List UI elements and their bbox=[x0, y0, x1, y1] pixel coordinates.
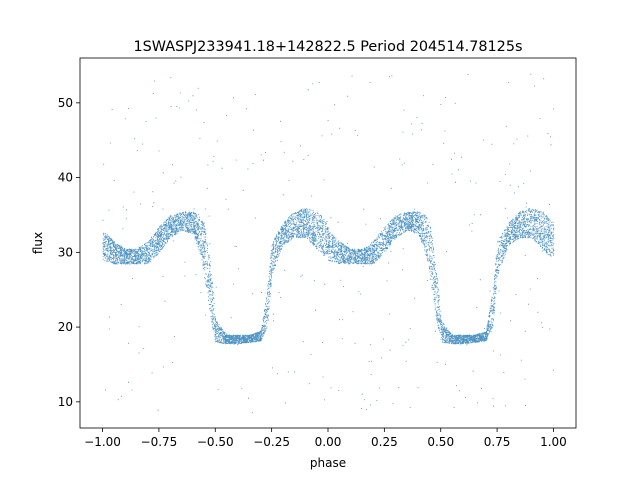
x-tick-label: −0.25 bbox=[253, 435, 290, 449]
x-tick-label: −0.75 bbox=[141, 435, 178, 449]
y-tick-label: 50 bbox=[58, 96, 73, 110]
x-tick-label: −1.00 bbox=[84, 435, 121, 449]
scatter-points bbox=[102, 73, 555, 414]
y-axis-ticks: 10 20 30 40 50 bbox=[58, 96, 80, 409]
y-tick-label: 40 bbox=[58, 171, 73, 185]
data-points bbox=[102, 73, 555, 414]
x-tick-label: 0.00 bbox=[315, 435, 342, 449]
y-axis-label: flux bbox=[31, 232, 45, 254]
y-tick-label: 10 bbox=[58, 395, 73, 409]
x-axis-label: phase bbox=[310, 456, 346, 470]
x-tick-label: 1.00 bbox=[540, 435, 567, 449]
x-tick-label: 0.50 bbox=[427, 435, 454, 449]
x-tick-label: 0.75 bbox=[484, 435, 511, 449]
x-tick-label: −0.50 bbox=[197, 435, 234, 449]
y-tick-label: 30 bbox=[58, 245, 73, 259]
x-tick-label: 0.25 bbox=[371, 435, 398, 449]
chart-title: 1SWASPJ233941.18+142822.5 Period 204514.… bbox=[134, 39, 523, 55]
y-tick-label: 20 bbox=[58, 320, 73, 334]
x-axis-ticks: −1.00 −0.75 −0.50 −0.25 0.00 0.25 0.50 0.75 1.00 bbox=[84, 428, 567, 449]
